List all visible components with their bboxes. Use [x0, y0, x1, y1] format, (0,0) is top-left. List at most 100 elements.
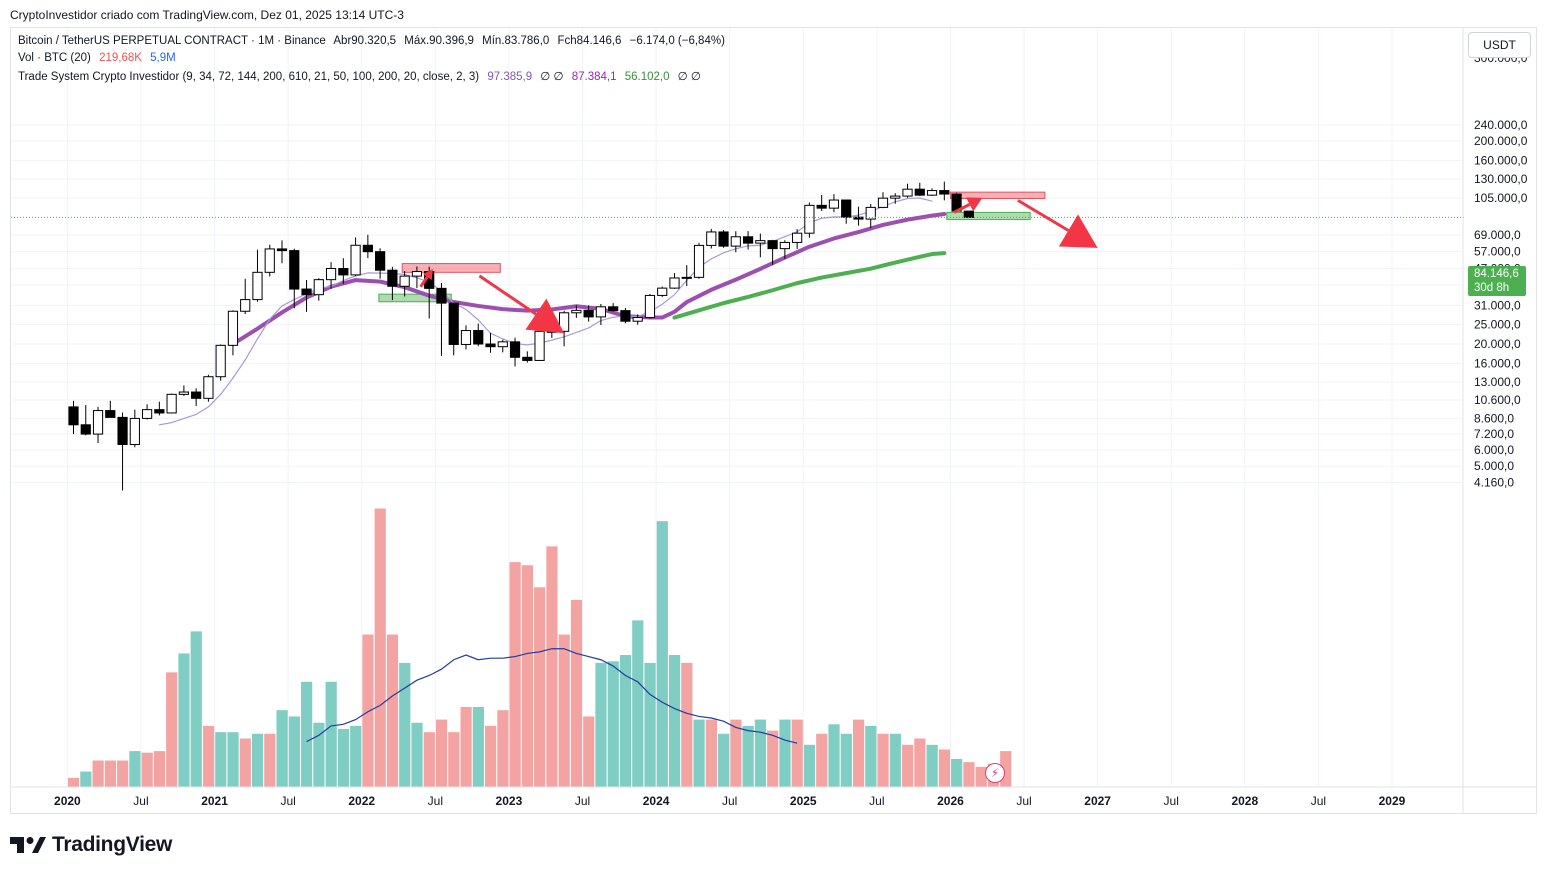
- candle-down: [362, 244, 373, 253]
- candle-up: [215, 344, 226, 378]
- candle-up: [178, 391, 189, 395]
- candle-down: [767, 240, 778, 250]
- candle-up: [644, 294, 656, 319]
- volume-bar: [472, 706, 484, 787]
- x-tick-label: Jul: [133, 794, 148, 808]
- volume-bar: [816, 733, 828, 787]
- red-zone: [401, 263, 501, 273]
- volume-bar: [632, 620, 644, 787]
- tradingview-wordmark: TradingView: [52, 833, 173, 856]
- volume-bar: [534, 587, 546, 787]
- volume-bar: [975, 766, 987, 787]
- volume-bar: [190, 631, 202, 787]
- candle-up: [755, 240, 766, 244]
- volume-bar: [178, 653, 190, 787]
- volume-bar: [889, 733, 901, 787]
- lightning-icon[interactable]: ⚡: [985, 763, 1005, 783]
- candle-up: [460, 330, 472, 345]
- x-tick-label: 2028: [1231, 794, 1258, 808]
- x-tick-label: 2026: [937, 794, 964, 808]
- red-zone: [949, 191, 1046, 199]
- ma-purple-line: [230, 211, 947, 347]
- volume-bar: [742, 725, 754, 787]
- volume-bar: [730, 719, 742, 787]
- legend-ts-label[interactable]: Trade System Crypto Investidor (9, 34, 7…: [18, 71, 480, 83]
- legend-ts-empty-1: ∅ ∅: [540, 71, 564, 83]
- volume-bar: [276, 710, 288, 787]
- candle-down: [105, 410, 116, 418]
- candle-up: [166, 393, 177, 414]
- candle-up: [497, 341, 508, 348]
- candle-up: [681, 276, 692, 279]
- candle-down: [485, 343, 496, 348]
- legend-symbol[interactable]: Bitcoin / TetherUS PERPETUAL CONTRACT · …: [18, 35, 326, 47]
- currency-selector[interactable]: USDT: [1468, 32, 1531, 58]
- candle-down: [583, 309, 594, 318]
- candle-down: [914, 188, 925, 196]
- snapshot-caption: CryptoInvestidor criado com TradingView.…: [10, 8, 404, 22]
- candle-up: [669, 277, 680, 289]
- volume-bar: [104, 760, 116, 787]
- y-tick-label: 200.000,0: [1474, 134, 1528, 148]
- legend-vol-value: 219,68K: [99, 52, 142, 64]
- volume-bar: [374, 508, 386, 787]
- volume-bar: [68, 777, 80, 787]
- y-tick-label: 160.000,0: [1474, 154, 1528, 168]
- volume-bar: [693, 719, 705, 787]
- candle-up: [792, 232, 803, 243]
- candle-down: [68, 406, 79, 426]
- y-tick-label: 130.000,0: [1474, 172, 1528, 186]
- candle-down: [853, 216, 864, 220]
- volume-bar: [644, 662, 656, 787]
- volume-bar: [485, 725, 497, 787]
- volume-bar: [166, 672, 178, 787]
- candle-down: [608, 306, 619, 312]
- volume-bar: [902, 744, 914, 787]
- candle-up: [240, 299, 251, 312]
- tradingview-logo[interactable]: TradingView: [10, 833, 172, 857]
- volume-bar: [607, 661, 619, 787]
- candle-up: [264, 248, 275, 273]
- volume-bar: [951, 758, 963, 787]
- candle-up: [534, 330, 545, 361]
- volume-bar: [325, 681, 337, 787]
- volume-bar: [337, 729, 350, 787]
- candle-down: [742, 236, 754, 244]
- candle-down: [117, 416, 128, 445]
- legend-vol-label[interactable]: Vol · BTC (20): [18, 52, 91, 64]
- x-tick-label: Jul: [575, 794, 590, 808]
- legend-low: Mín.83.786,0: [482, 35, 550, 47]
- legend-symbol-row: Bitcoin / TetherUS PERPETUAL CONTRACT · …: [18, 35, 730, 47]
- volume-bar: [202, 725, 215, 787]
- volume-bar: [227, 732, 239, 787]
- candle-up: [877, 197, 889, 208]
- candle-down: [509, 341, 521, 358]
- annotation-arrow-shaft: [1017, 199, 1070, 232]
- y-tick-label: 4.160,0: [1474, 475, 1514, 489]
- ma-thin-line: [158, 197, 933, 426]
- volume-bar: [791, 719, 803, 787]
- x-tick-label: Jul: [1311, 794, 1326, 808]
- y-tick-label: 8.600,0: [1474, 411, 1514, 425]
- last-price-value: 84.146,6: [1474, 268, 1519, 280]
- y-tick-label: 105.000,0: [1474, 191, 1528, 205]
- candle-down: [718, 231, 729, 247]
- candle-down: [841, 199, 852, 218]
- candle-up: [926, 190, 938, 196]
- y-tick-label: 10.600,0: [1474, 393, 1521, 407]
- annotation-arrow-head: [966, 197, 983, 212]
- candle-up: [411, 271, 423, 277]
- x-tick-label: Jul: [722, 794, 737, 808]
- candle-up: [632, 317, 643, 322]
- x-tick-label: 2025: [790, 794, 817, 808]
- legend-volume-row: Vol · BTC (20) 219,68K 5,9M: [18, 52, 181, 64]
- annotation-arrow-head: [1058, 214, 1098, 248]
- ma-green-line: [672, 251, 947, 320]
- volume-bar: [828, 724, 840, 787]
- volume-bar: [938, 749, 951, 787]
- volume-bar: [926, 744, 938, 787]
- x-tick-label: Jul: [869, 794, 884, 808]
- annotation-arrow-head: [422, 269, 433, 281]
- volume-bar: [313, 722, 325, 787]
